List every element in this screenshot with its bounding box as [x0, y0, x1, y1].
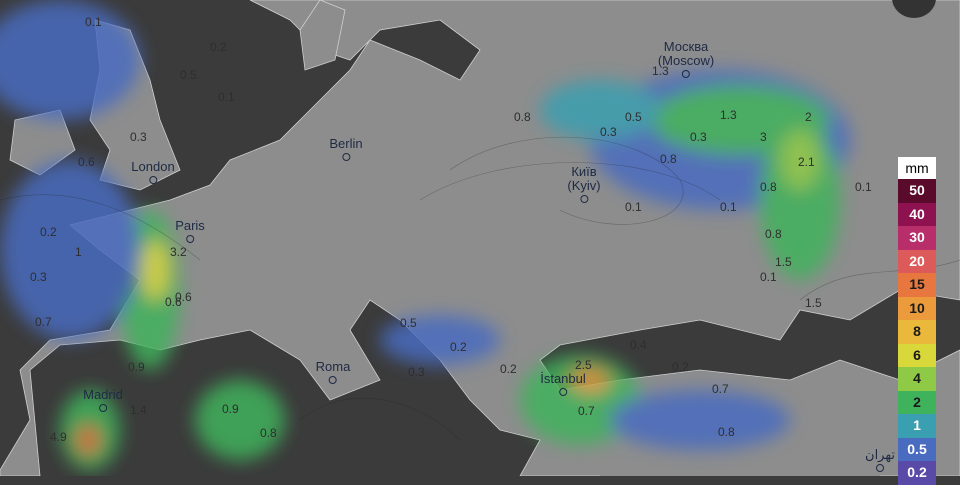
corner-control[interactable] [892, 0, 936, 18]
precip-value: 0.9 [222, 402, 239, 416]
legend-swatch: 50 [898, 179, 936, 203]
precip-value: 0.1 [625, 200, 642, 214]
legend-swatch: 20 [898, 249, 936, 273]
city-label-london[interactable]: London [131, 159, 175, 184]
city-name: Москва (Moscow) [657, 39, 715, 68]
precip-value: 0.8 [760, 180, 777, 194]
precip-value: 2.1 [798, 155, 815, 169]
precip-value: 0.3 [690, 130, 707, 144]
legend-swatch: 1 [898, 414, 936, 438]
city-label-moscow[interactable]: Москва (Moscow) [658, 40, 714, 78]
precip-value: 0.1 [855, 180, 872, 194]
precip-value: 0.7 [578, 404, 595, 418]
precip-value: 1.5 [775, 255, 792, 269]
city-marker-icon [99, 404, 107, 412]
city-label-kyiv[interactable]: Київ (Kyiv) [567, 164, 601, 203]
precip-value: 3 [760, 130, 767, 144]
city-name: London [131, 159, 175, 174]
precip-value: 1.3 [720, 108, 737, 122]
precip-value: 0.2 [210, 40, 227, 54]
city-marker-icon [682, 70, 690, 78]
legend-swatch: 15 [898, 273, 936, 297]
city-name: Roma [315, 359, 351, 374]
city-name: Madrid [83, 387, 123, 402]
precip-value: 0.2 [40, 225, 57, 239]
precip-value: 0.5 [400, 316, 417, 330]
city-name: تهران [865, 447, 895, 462]
precip-value: 0.3 [408, 365, 425, 379]
precip-value: 0.8 [660, 152, 677, 166]
city-marker-icon [580, 195, 588, 203]
precip-value: 0.8 [765, 227, 782, 241]
precip-value: 4.9 [50, 430, 67, 444]
precip-value: 0.8 [718, 425, 735, 439]
precip-value: 0.6 [165, 295, 182, 309]
legend-swatch: 6 [898, 343, 936, 367]
legend-swatch: 2 [898, 390, 936, 414]
city-label-berlin[interactable]: Berlin [329, 136, 363, 161]
precip-value: 1 [75, 245, 82, 259]
city-label-roma[interactable]: Roma [315, 359, 351, 384]
precip-value: 0.3 [130, 130, 147, 144]
precip-value: 2 [805, 110, 812, 124]
precip-value: 0.5 [180, 68, 197, 82]
legend-swatch: 0.2 [898, 461, 936, 485]
precip-value: 0.2 [450, 340, 467, 354]
precip-value: 0.2 [500, 362, 517, 376]
precip-value: 0.9 [128, 360, 145, 374]
legend-swatch: 40 [898, 202, 936, 226]
precip-value: 0.1 [85, 15, 102, 29]
city-marker-icon [148, 176, 157, 184]
city-label-istanbul[interactable]: İstanbul [540, 372, 586, 396]
city-marker-icon [329, 376, 337, 384]
legend-swatch: 10 [898, 296, 936, 320]
precip-value: 0.6 [78, 155, 95, 169]
precip-value: 3.2 [170, 245, 187, 259]
legend-swatch: 0.5 [898, 437, 936, 461]
legend-swatch: 8 [898, 320, 936, 344]
precip-value: 2.5 [575, 358, 592, 372]
city-label-madrid[interactable]: Madrid [83, 388, 123, 412]
precip-value: 0.1 [720, 200, 737, 214]
precip-value: 0.7 [35, 315, 52, 329]
precip-value: 1.5 [805, 296, 822, 310]
precip-value: 0.6 [175, 290, 192, 304]
legend-swatch: 4 [898, 367, 936, 391]
city-marker-icon [875, 464, 884, 472]
city-name: Київ (Kyiv) [567, 164, 601, 193]
legend-unit: mm [898, 157, 936, 179]
precip-value: 0.8 [260, 426, 277, 440]
precip-value: 0.5 [625, 110, 642, 124]
city-marker-icon [342, 153, 350, 161]
city-label-tehran[interactable]: تهران [865, 448, 895, 472]
precip-value: 0.1 [760, 270, 777, 284]
city-name: Paris [175, 218, 205, 233]
city-label-paris[interactable]: Paris [175, 219, 205, 243]
legend-swatch: 30 [898, 226, 936, 250]
precip-value: 0.3 [30, 270, 47, 284]
city-marker-icon [186, 235, 194, 243]
precip-value: 1.3 [652, 64, 669, 78]
precip-value: 0.1 [218, 90, 235, 104]
precipitation-legend: mm 50 40 30 20 15 10 8 6 4 2 1 0.5 0.2 [898, 157, 936, 485]
city-name: Berlin [329, 136, 363, 151]
city-marker-icon [558, 388, 567, 396]
precipitation-overlay [0, 0, 850, 470]
precip-value: 0.4 [630, 338, 647, 352]
precip-value: 0.3 [600, 125, 617, 139]
precip-value: 0.2 [672, 360, 689, 374]
anatolia [600, 420, 880, 476]
precip-value: 1.4 [130, 403, 147, 417]
precip-value: 0.8 [514, 110, 531, 124]
city-name: İstanbul [540, 371, 586, 386]
precip-value: 0.7 [712, 382, 729, 396]
